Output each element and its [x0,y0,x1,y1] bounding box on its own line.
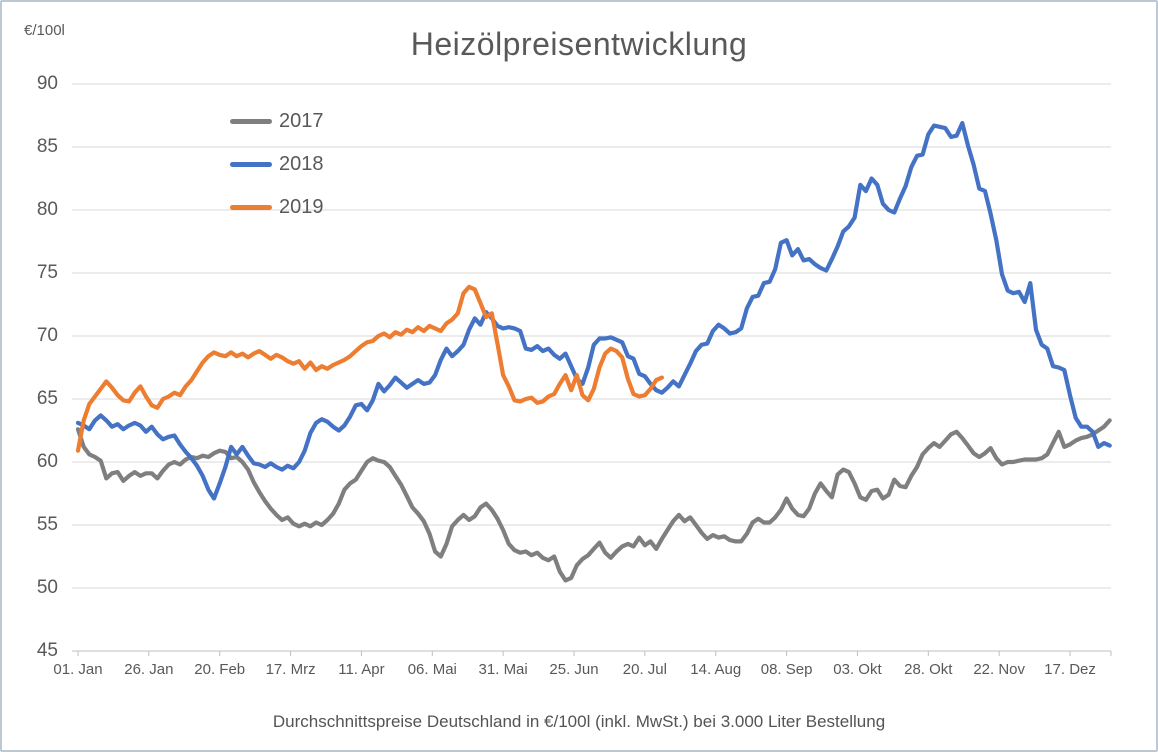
y-tick-label: 80 [36,199,58,220]
legend-line-swatch [230,118,272,124]
line-2017 [75,418,1112,583]
y-tick-label: 60 [36,451,58,472]
x-tick-label: 31. Mai [478,661,528,678]
legend-item-2018: 2018 [230,153,324,175]
x-tick-label: 08. Sep [760,661,813,678]
legend-item-2019: 2019 [230,196,324,218]
x-tick-label: 17. Mrz [265,661,316,678]
legend-label: 2017 [279,109,324,132]
legend-line-swatch [230,204,272,210]
x-tick-label: 06. Mai [407,661,457,678]
y-tick-label: 65 [36,388,58,409]
legend-item-2017: 2017 [230,110,324,132]
y-tick-label: 55 [36,514,58,535]
line-2019 [75,284,665,453]
x-tick-label: 22. Nov [973,661,1026,678]
y-tick-label: 85 [36,136,58,157]
y-tick-label: 50 [36,577,58,598]
x-tick-label: 25. Jun [549,661,599,678]
y-tick-label: 90 [36,73,58,94]
x-tick-label: 03. Okt [833,661,882,678]
legend: 2017 2018 2019 [230,110,324,239]
chart-title: Heizölpreisentwicklung [410,26,748,62]
legend-line-swatch [230,161,272,167]
x-tick-label: 26. Jan [124,661,174,678]
chart-caption: Durchschnittspreise Deutschland in €/100… [272,712,886,731]
legend-label: 2018 [279,152,324,175]
x-tick-label: 01. Jan [53,661,103,678]
x-tick-label: 28. Okt [904,661,953,678]
x-tick-label: 17. Dez [1044,661,1096,678]
x-tick-label: 20. Feb [194,661,246,678]
y-tick-label: 75 [36,262,58,283]
legend-label: 2019 [279,195,324,218]
line-2018 [75,120,1112,501]
y-axis-unit-label: €/100l [24,22,65,39]
x-tick-label: 14. Aug [690,661,742,678]
y-tick-label: 45 [36,640,58,661]
y-tick-label: 70 [36,325,58,346]
x-tick-label: 20. Jul [622,661,667,678]
x-tick-label: 11. Apr [338,661,385,678]
